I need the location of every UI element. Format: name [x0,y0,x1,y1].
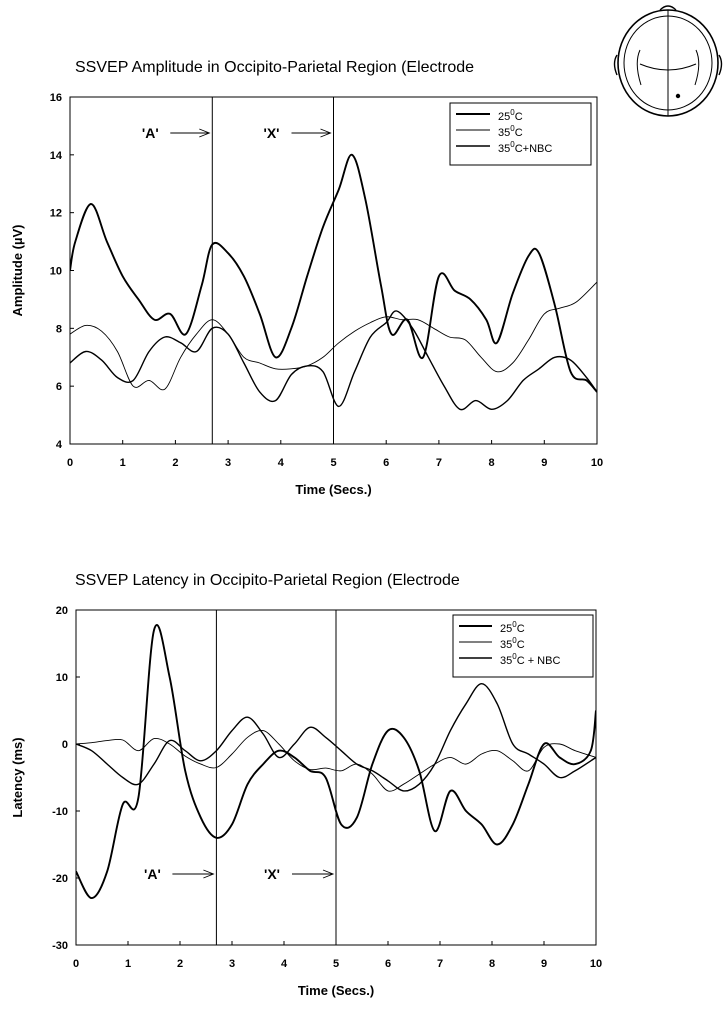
series-line [70,310,597,411]
marker-arrowhead [203,869,215,879]
x-axis-label: Time (Secs.) [298,983,374,998]
chart-title: SSVEP Amplitude in Occipito-Parietal Reg… [75,59,474,76]
x-tick-label: 7 [436,457,442,469]
x-tick-label: 6 [385,958,391,970]
legend-entry: 350C+NBC [498,140,552,155]
marker-arrowhead [320,128,332,138]
marker-label: 'A' [144,866,161,882]
latency-chart: SSVEP Latency in Occipito-Parietal Regio… [10,572,602,998]
x-tick-label: 5 [333,958,339,970]
x-tick-label: 2 [177,958,183,970]
y-tick-label: 10 [50,266,62,278]
y-tick-label: 14 [50,150,63,162]
marker-arrowhead [322,869,335,879]
x-tick-label: 3 [229,958,235,970]
y-axis-label: Amplitude (µV) [10,225,25,317]
x-tick-label: 2 [172,457,178,469]
series-line [70,281,597,391]
chart-title: SSVEP Latency in Occipito-Parietal Regio… [75,572,460,589]
y-tick-label: 20 [56,605,68,617]
amplitude-chart: SSVEP Amplitude in Occipito-Parietal Reg… [10,59,603,497]
legend-entry: 350C [500,636,525,651]
y-tick-label: 0 [62,739,68,751]
x-tick-label: 0 [73,958,79,970]
x-axis-label: Time (Secs.) [295,482,371,497]
y-tick-label: -30 [52,940,68,952]
x-tick-label: 1 [125,958,131,970]
x-tick-label: 9 [541,457,547,469]
x-tick-label: 8 [489,958,495,970]
legend-box [452,614,594,678]
x-tick-label: 9 [541,958,547,970]
x-tick-label: 4 [278,457,285,469]
series-line [76,683,596,792]
legend-entry: 350C [498,124,523,139]
marker-label: 'X' [264,125,280,141]
legend-entry: 350C + NBC [500,652,560,667]
x-tick-label: 3 [225,457,231,469]
x-tick-label: 10 [591,457,603,469]
y-tick-label: 12 [50,208,62,220]
marker-label: 'A' [142,125,159,141]
head-electrode-diagram [613,5,723,117]
x-tick-label: 8 [489,457,495,469]
y-tick-label: -10 [52,806,68,818]
x-tick-label: 7 [437,958,443,970]
y-tick-label: 6 [56,381,62,393]
series-line [70,153,597,393]
x-tick-label: 1 [120,457,126,469]
series-line [76,624,596,900]
y-tick-label: 16 [50,92,62,104]
y-axis-label: Latency (ms) [10,737,25,817]
x-tick-label: 0 [67,457,73,469]
x-tick-label: 10 [590,958,602,970]
marker-arrowhead [199,128,211,138]
y-tick-label: 8 [56,323,62,335]
y-tick-label: 10 [56,672,68,684]
legend-entry: 250C [498,108,523,123]
series-line [76,729,596,792]
x-tick-label: 5 [330,457,336,469]
x-tick-label: 6 [383,457,389,469]
legend-entry: 250C [500,620,525,635]
y-tick-label: -20 [52,873,68,885]
marker-label: 'X' [264,866,280,882]
x-tick-label: 4 [281,958,288,970]
y-tick-label: 4 [56,439,63,451]
